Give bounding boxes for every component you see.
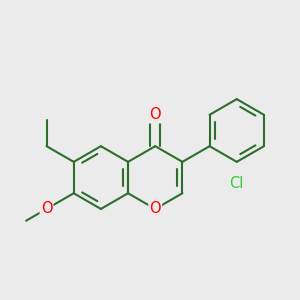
Text: Cl: Cl xyxy=(230,176,244,191)
Text: O: O xyxy=(41,201,52,216)
Text: O: O xyxy=(149,201,161,216)
Text: O: O xyxy=(149,107,161,122)
